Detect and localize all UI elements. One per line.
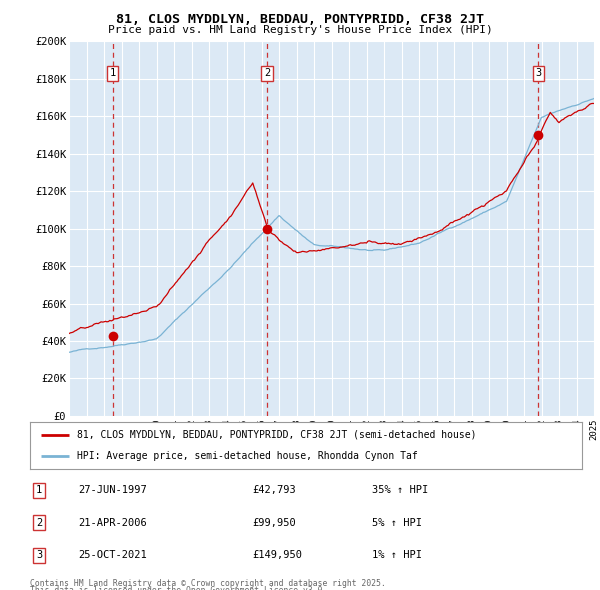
Text: 27-JUN-1997: 27-JUN-1997 [78, 486, 147, 495]
Text: 1: 1 [36, 486, 42, 495]
Text: 5% ↑ HPI: 5% ↑ HPI [372, 518, 422, 527]
Text: 81, CLOS MYDDLYN, BEDDAU, PONTYPRIDD, CF38 2JT: 81, CLOS MYDDLYN, BEDDAU, PONTYPRIDD, CF… [116, 13, 484, 26]
Text: 3: 3 [535, 68, 541, 78]
Text: 1% ↑ HPI: 1% ↑ HPI [372, 550, 422, 560]
Text: 1: 1 [109, 68, 116, 78]
Text: 35% ↑ HPI: 35% ↑ HPI [372, 486, 428, 495]
Text: £149,950: £149,950 [252, 550, 302, 560]
Text: £42,793: £42,793 [252, 486, 296, 495]
Text: 21-APR-2006: 21-APR-2006 [78, 518, 147, 527]
Text: Contains HM Land Registry data © Crown copyright and database right 2025.: Contains HM Land Registry data © Crown c… [30, 579, 386, 588]
Text: HPI: Average price, semi-detached house, Rhondda Cynon Taf: HPI: Average price, semi-detached house,… [77, 451, 418, 461]
Text: £99,950: £99,950 [252, 518, 296, 527]
Text: Price paid vs. HM Land Registry's House Price Index (HPI): Price paid vs. HM Land Registry's House … [107, 25, 493, 35]
Text: 2: 2 [36, 518, 42, 527]
Text: 3: 3 [36, 550, 42, 560]
Text: 25-OCT-2021: 25-OCT-2021 [78, 550, 147, 560]
Text: This data is licensed under the Open Government Licence v3.0.: This data is licensed under the Open Gov… [30, 586, 328, 590]
Text: 81, CLOS MYDDLYN, BEDDAU, PONTYPRIDD, CF38 2JT (semi-detached house): 81, CLOS MYDDLYN, BEDDAU, PONTYPRIDD, CF… [77, 430, 476, 440]
Text: 2: 2 [264, 68, 270, 78]
